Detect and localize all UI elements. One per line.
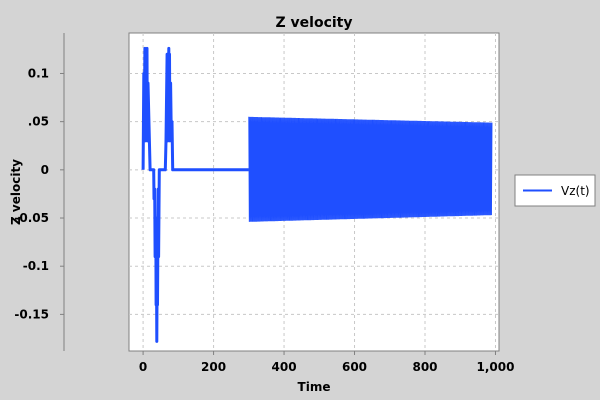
- y-tick-label: 0: [41, 163, 49, 177]
- x-tick-label: 400: [272, 360, 297, 374]
- x-axis-title: Time: [298, 380, 331, 394]
- x-tick-label: 1,000: [476, 360, 514, 374]
- x-tick-label: 600: [342, 360, 367, 374]
- series-oscillation-vz: [248, 116, 493, 222]
- y-tick-label: -0.15: [14, 307, 49, 321]
- x-tick-label: 0: [139, 360, 147, 374]
- y-tick-label: -0.05: [14, 211, 49, 225]
- chart-title: Z velocity: [276, 15, 353, 31]
- y-tick-label: .05: [28, 115, 49, 129]
- x-tick-label: 200: [201, 360, 226, 374]
- series-layer: [141, 46, 493, 343]
- x-ticks: 0 200 400 600 800 1,000: [139, 351, 514, 374]
- y-axis-title: Z velocity: [9, 159, 23, 225]
- x-tick-label: 800: [412, 360, 437, 374]
- legend-label: Vz(t): [561, 184, 590, 198]
- legend: Vz(t): [514, 174, 596, 207]
- y-ticks: 0.1 .05 0 -0.05 -0.1 -0.15: [14, 66, 64, 321]
- y-tick-label: -0.1: [23, 259, 49, 273]
- grid: [129, 33, 499, 351]
- y-tick-label: 0.1: [28, 66, 49, 80]
- series-line-vz: [141, 46, 249, 343]
